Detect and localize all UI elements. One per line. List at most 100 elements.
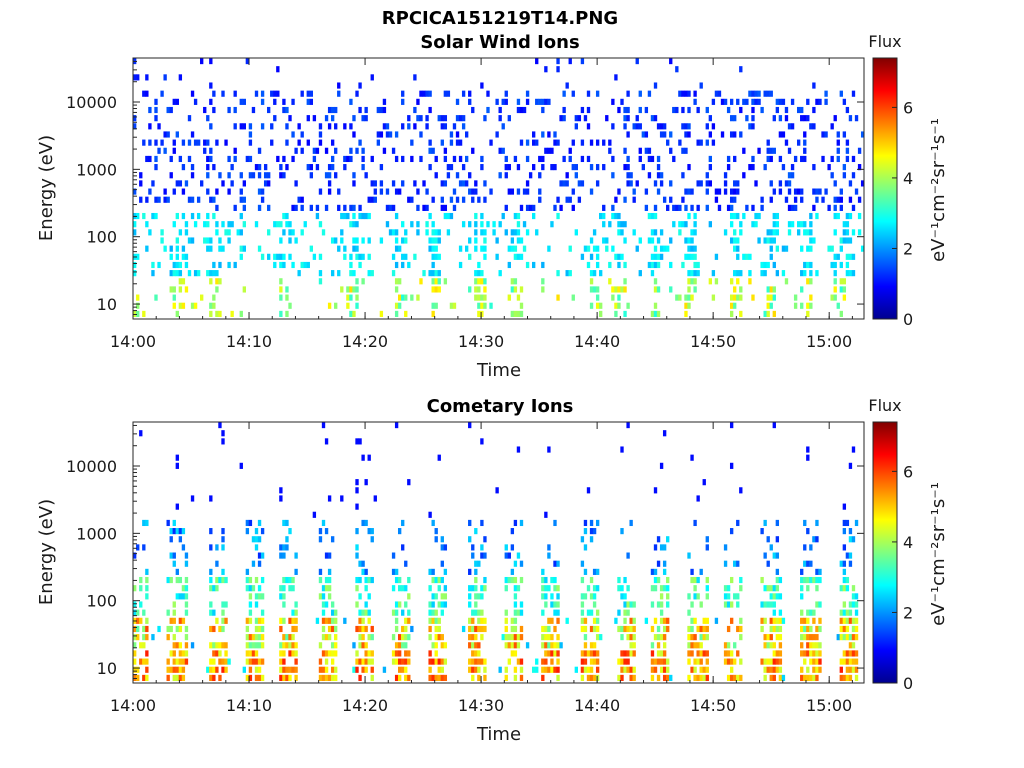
heatmap-cell [763, 666, 767, 673]
heatmap-cell [324, 528, 329, 535]
heatmap-cell [733, 302, 737, 309]
heatmap-cell [806, 560, 810, 567]
heatmap-cell [854, 188, 859, 195]
heatmap-cell [483, 286, 487, 293]
heatmap-cell [404, 617, 408, 624]
heatmap-cell [172, 139, 176, 146]
heatmap-cell [215, 576, 219, 584]
heatmap-cell [468, 188, 472, 195]
heatmap-cell [468, 253, 472, 260]
heatmap-cell [815, 650, 819, 657]
heatmap-cell [346, 302, 350, 309]
heatmap-cell [495, 253, 499, 260]
heatmap-cell [163, 74, 167, 81]
heatmap-cell [282, 650, 286, 657]
heatmap-cell [614, 310, 618, 317]
heatmap-cell [586, 261, 591, 269]
heatmap-cell [507, 294, 511, 301]
heatmap-cell [166, 576, 170, 584]
heatmap-cell [711, 139, 716, 146]
heatmap-cell [352, 172, 356, 179]
heatmap-cell [425, 204, 429, 211]
heatmap-cell [489, 302, 493, 309]
heatmap-cell [583, 528, 588, 535]
heatmap-cell [760, 601, 764, 608]
heatmap-cell [815, 576, 819, 584]
heatmap-cell [769, 601, 773, 608]
heatmap-cell [739, 66, 743, 73]
heatmap-cell [623, 625, 627, 633]
heatmap-cell [800, 568, 804, 575]
heatmap-cell [239, 253, 243, 260]
heatmap-cell [361, 625, 365, 633]
heatmap-cell [212, 212, 216, 220]
heatmap-cell [468, 221, 472, 228]
heatmap-cell [687, 212, 691, 220]
heatmap-cell [151, 261, 155, 269]
heatmap-cell [480, 310, 484, 317]
heatmap-cell [440, 609, 444, 616]
heatmap-cell [638, 270, 642, 277]
heatmap-cell [471, 650, 475, 657]
heatmap-cell [666, 617, 670, 624]
heatmap-cell [206, 172, 210, 179]
heatmap-cell [221, 642, 225, 649]
heatmap-cell [729, 204, 734, 211]
heatmap-cell [401, 90, 405, 97]
heatmap-cell [733, 286, 737, 293]
heatmap-cell [842, 585, 847, 592]
heatmap-cell [355, 245, 359, 252]
heatmap-cell [696, 180, 700, 187]
heatmap-cell [723, 601, 728, 608]
heatmap-cell [139, 172, 143, 179]
heatmap-cell [410, 155, 414, 163]
heatmap-cell [769, 155, 773, 163]
heatmap-cell [650, 601, 655, 608]
heatmap-cell [766, 294, 770, 301]
heatmap-cell [425, 229, 429, 236]
heatmap-cell [638, 90, 642, 97]
heatmap-cell [656, 261, 661, 269]
heatmap-cell [833, 278, 837, 285]
heatmap-cell [248, 674, 253, 681]
heatmap-cell [169, 528, 173, 535]
heatmap-cell [367, 454, 371, 461]
heatmap-cell [458, 139, 463, 146]
heatmap-cell [705, 576, 709, 584]
heatmap-cell [803, 155, 807, 163]
heatmap-cell [260, 188, 265, 195]
heatmap-cell [684, 221, 688, 228]
heatmap-cell [525, 261, 530, 269]
heatmap-cell [407, 617, 411, 624]
heatmap-cell [397, 245, 402, 252]
heatmap-cell [550, 634, 554, 641]
heatmap-cell [379, 164, 384, 171]
heatmap-cell [461, 115, 466, 122]
heatmap-cell [690, 204, 694, 211]
heatmap-cell [471, 544, 475, 551]
heatmap-cell [815, 674, 819, 681]
heatmap-cell [474, 666, 478, 673]
heatmap-cell [267, 172, 271, 179]
heatmap-cell [772, 286, 776, 293]
heatmap-cell [474, 237, 478, 244]
heatmap-cell [133, 642, 137, 649]
heatmap-cell [407, 115, 411, 122]
heatmap-cell [669, 180, 673, 187]
heatmap-cell [772, 188, 776, 195]
heatmap-cell [626, 422, 630, 429]
heatmap-cell [803, 229, 807, 236]
heatmap-cell [312, 147, 317, 154]
heatmap-cell [845, 658, 850, 665]
heatmap-cell [257, 617, 262, 624]
heatmap-cell [428, 511, 432, 518]
heatmap-cell [733, 642, 737, 649]
heatmap-cell [626, 155, 630, 163]
heatmap-cell [611, 245, 615, 252]
heatmap-cell [739, 286, 743, 293]
heatmap-cell [650, 261, 655, 269]
heatmap-cell [440, 576, 444, 584]
heatmap-cell [781, 164, 786, 171]
heatmap-cell [516, 188, 521, 195]
